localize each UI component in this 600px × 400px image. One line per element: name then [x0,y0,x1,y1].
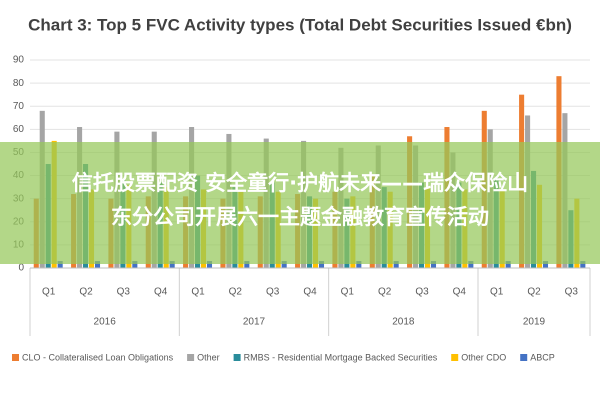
y-tick-label: 80 [13,78,25,89]
legend-swatch [451,354,459,361]
chart-title: Chart 3: Top 5 FVC Activity types (Total… [28,15,572,34]
legend-label: ABCP [530,352,555,362]
x-tick-label: Q2 [527,287,541,298]
banner-bg [0,142,600,264]
legend-label: Other [197,352,220,362]
x-tick-label: Q3 [117,287,131,298]
x-tick-label: Q2 [79,287,93,298]
bar [206,261,213,268]
x-group-label: 2016 [94,317,117,328]
bar [356,261,362,268]
bar [393,261,399,268]
x-tick-label: Q3 [415,287,429,298]
x-tick-label: Q4 [303,287,317,298]
bar [281,261,287,268]
bar [505,261,511,268]
x-tick-label: Q1 [42,287,56,298]
bar [94,261,101,268]
x-tick-label: Q2 [378,287,392,298]
bar [318,261,325,268]
x-tick-label: Q3 [266,287,280,298]
banner-line: 信托股票配资 安全童行·护航未来——瑞众保险山 [72,171,528,195]
x-group-label: 2019 [523,317,546,328]
bar [169,261,175,268]
bar [244,261,250,268]
y-tick-label: 60 [13,124,25,135]
x-tick-label: Q1 [490,287,504,298]
x-tick-label: Q2 [229,287,243,298]
y-tick-label: 0 [18,263,24,274]
x-group-label: 2018 [392,317,415,328]
x-tick-label: Q3 [565,287,579,298]
x-tick-label: Q1 [191,287,205,298]
legend-swatch [520,354,528,361]
bar [430,261,437,268]
legend-label: CLO - Collateralised Loan Obligations [22,352,174,362]
legend-swatch [233,354,241,361]
x-tick-label: Q4 [453,287,467,298]
legend-label: RMBS - Residential Mortgage Backed Secur… [244,352,438,362]
bar [542,261,549,268]
legend-label: Other CDO [461,352,506,362]
bar [468,261,474,268]
legend-swatch [12,354,19,361]
y-tick-label: 70 [13,101,25,112]
bar [57,261,63,268]
x-tick-label: Q4 [154,287,168,298]
legend-swatch [187,354,195,361]
x-tick-label: Q1 [341,287,355,298]
y-tick-label: 90 [13,55,25,66]
bar [132,261,138,268]
x-group-label: 2017 [243,317,266,328]
banner-line: 东分公司开展六一主题金融教育宣传活动 [111,205,489,229]
bar [580,261,586,268]
